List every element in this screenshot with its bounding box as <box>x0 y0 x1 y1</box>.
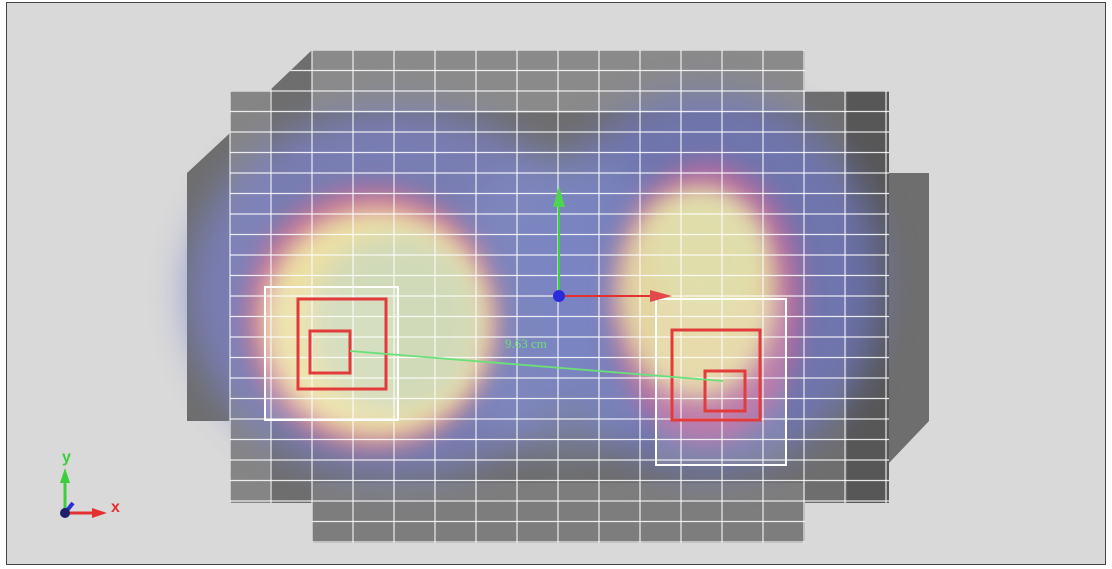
triad-x-label: x <box>111 499 120 516</box>
triad-y-arrowhead <box>60 468 70 483</box>
target-right-outer-box[interactable] <box>670 328 762 422</box>
transform-gizmo[interactable] <box>553 186 672 302</box>
target-left-outer-box[interactable] <box>296 297 388 391</box>
target-right[interactable] <box>670 328 762 422</box>
gizmo-x-arrowhead[interactable] <box>650 290 672 302</box>
distance-measure-line[interactable] <box>349 350 724 382</box>
distance-label: 9.63 cm <box>505 336 547 351</box>
triad-x-arrowhead <box>92 508 107 518</box>
gizmo-y-arrowhead[interactable] <box>553 186 565 207</box>
target-left-inner-box[interactable] <box>308 329 352 375</box>
gizmo-origin[interactable] <box>553 290 565 302</box>
orientation-triad <box>60 468 107 518</box>
scene-canvas[interactable] <box>7 3 1106 565</box>
3d-viewport[interactable]: 9.63 cm x y <box>6 2 1106 565</box>
target-left[interactable] <box>296 297 388 391</box>
right-subgrid-highlight <box>655 298 787 466</box>
dose-core-right <box>652 193 762 313</box>
triad-y-label: y <box>62 449 71 466</box>
target-right-inner-box[interactable] <box>703 369 747 413</box>
triad-origin <box>60 508 70 518</box>
